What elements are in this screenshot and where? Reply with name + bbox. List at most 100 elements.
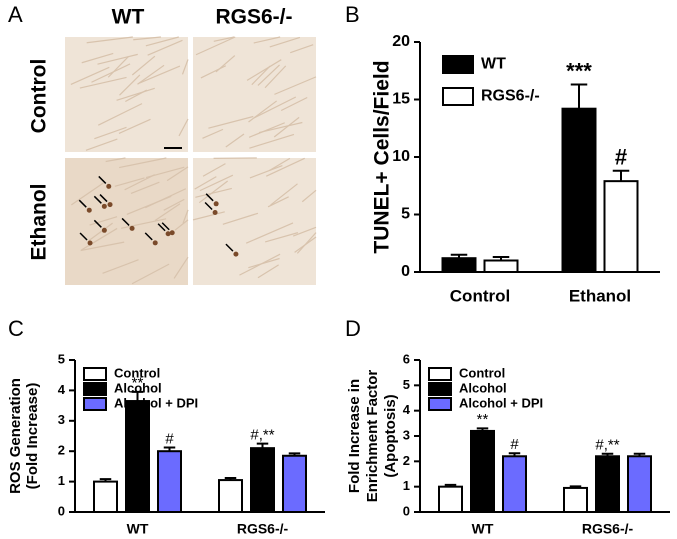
error-bar [131, 390, 144, 402]
tissue-fiber [105, 157, 126, 163]
tissue-fiber [273, 116, 300, 138]
error-bar [492, 256, 510, 261]
legend-label: Alcohol [114, 380, 162, 395]
tunel-nucleus [86, 207, 92, 213]
y-tick-label: 0 [58, 503, 65, 518]
tissue-fiber [181, 59, 189, 75]
tissue-fiber [87, 222, 113, 242]
y-tick-label: 1 [403, 478, 410, 493]
tunel-nucleus [152, 240, 158, 246]
legend-label: Control [459, 365, 505, 380]
error-bar [570, 83, 588, 109]
arrow [121, 217, 130, 226]
tissue-fiber [213, 36, 235, 42]
tissue-fiber [70, 66, 110, 85]
micrograph [193, 37, 316, 152]
arrow [161, 222, 170, 231]
x-tick-label: WT [472, 521, 494, 537]
error-bar [508, 452, 521, 457]
y-axis-label: Enrichment Factor [364, 370, 381, 503]
tissue-fiber [266, 157, 305, 177]
tissue-fiber [118, 118, 151, 134]
error-bar [612, 169, 630, 182]
legend-swatch [428, 367, 452, 381]
tissue-fiber [249, 133, 295, 149]
x-tick-label: Ethanol [569, 286, 631, 305]
y-tick-label: 0 [401, 263, 410, 280]
error-bar [163, 446, 176, 452]
error-bar [476, 427, 489, 431]
tissue-fiber [199, 174, 234, 192]
bar [157, 450, 182, 514]
tissue-fiber [225, 133, 245, 148]
tissue-fiber [248, 100, 278, 123]
tissue-fiber [202, 128, 224, 139]
significance-label: # [615, 145, 627, 170]
y-axis-label: (Fold Increase) [24, 383, 41, 490]
tunel-nucleus [106, 183, 112, 189]
panel-label: B [345, 2, 360, 27]
tunel-nucleus [213, 201, 219, 207]
arrow [99, 194, 108, 203]
bar [250, 447, 275, 514]
tissue-fiber [301, 189, 317, 203]
significance-label: # [165, 430, 174, 447]
tissue-fiber [246, 59, 282, 81]
tissue-fiber [173, 256, 189, 279]
tissue-fiber [119, 157, 167, 169]
y-tick-label: 4 [58, 382, 66, 397]
tissue-fiber [274, 76, 317, 95]
legend-swatch [83, 397, 107, 411]
tunel-nucleus [169, 230, 175, 236]
tissue-fiber [102, 259, 139, 274]
y-axis-label: ROS Generation [7, 378, 24, 494]
significance-label: #,** [595, 436, 619, 453]
significance-label: ** [132, 375, 144, 392]
x-tick-label: WT [127, 521, 149, 537]
tissue-fiber [248, 257, 280, 269]
tissue-fiber [269, 36, 301, 48]
bar [470, 429, 495, 513]
legend-label: Alcohol [459, 380, 507, 395]
tissue-fiber [97, 53, 138, 65]
significance-label: ** [477, 411, 489, 428]
y-axis-label: (Apoptosis) [382, 394, 399, 477]
bar [438, 485, 463, 513]
column-label: WT [112, 6, 145, 29]
tunel-nucleus [165, 231, 171, 237]
tissue-fiber [89, 216, 118, 226]
bar [595, 455, 620, 513]
arrow [93, 219, 102, 228]
error-bar [99, 478, 112, 482]
x-tick-label: Control [450, 286, 510, 305]
y-tick-label: 3 [58, 412, 65, 427]
tissue-fiber [107, 55, 130, 78]
tissue-fiber [195, 187, 232, 198]
tissue-fiber [120, 218, 167, 229]
tissue-fiber [267, 196, 289, 208]
bar [282, 454, 307, 514]
tissue-fiber [114, 177, 145, 187]
panel-label: C [8, 316, 24, 341]
legend-label: RGS6-/- [481, 88, 540, 105]
tissue-fiber [182, 209, 189, 224]
tissue-fiber [194, 176, 217, 190]
micrograph [193, 158, 316, 285]
x-tick-label: RGS6-/- [582, 521, 634, 537]
error-bar [444, 483, 457, 487]
tissue-fiber [257, 64, 280, 86]
y-tick-label: 1 [58, 473, 65, 488]
tissue-fiber [131, 55, 156, 76]
tissue-fiber [166, 166, 189, 182]
tunel-nucleus [87, 240, 93, 246]
y-tick-label: 5 [401, 206, 410, 223]
tissue-fiber [145, 36, 179, 47]
tissue-fiber [257, 264, 279, 279]
tissue-fiber [290, 44, 314, 54]
tissue-fiber [81, 227, 118, 251]
tissue-fiber [264, 232, 299, 243]
y-tick-label: 6 [403, 351, 410, 366]
tissue-fiber [137, 64, 165, 85]
tissue-fiber [192, 211, 225, 221]
tunel-nucleus [233, 251, 239, 257]
